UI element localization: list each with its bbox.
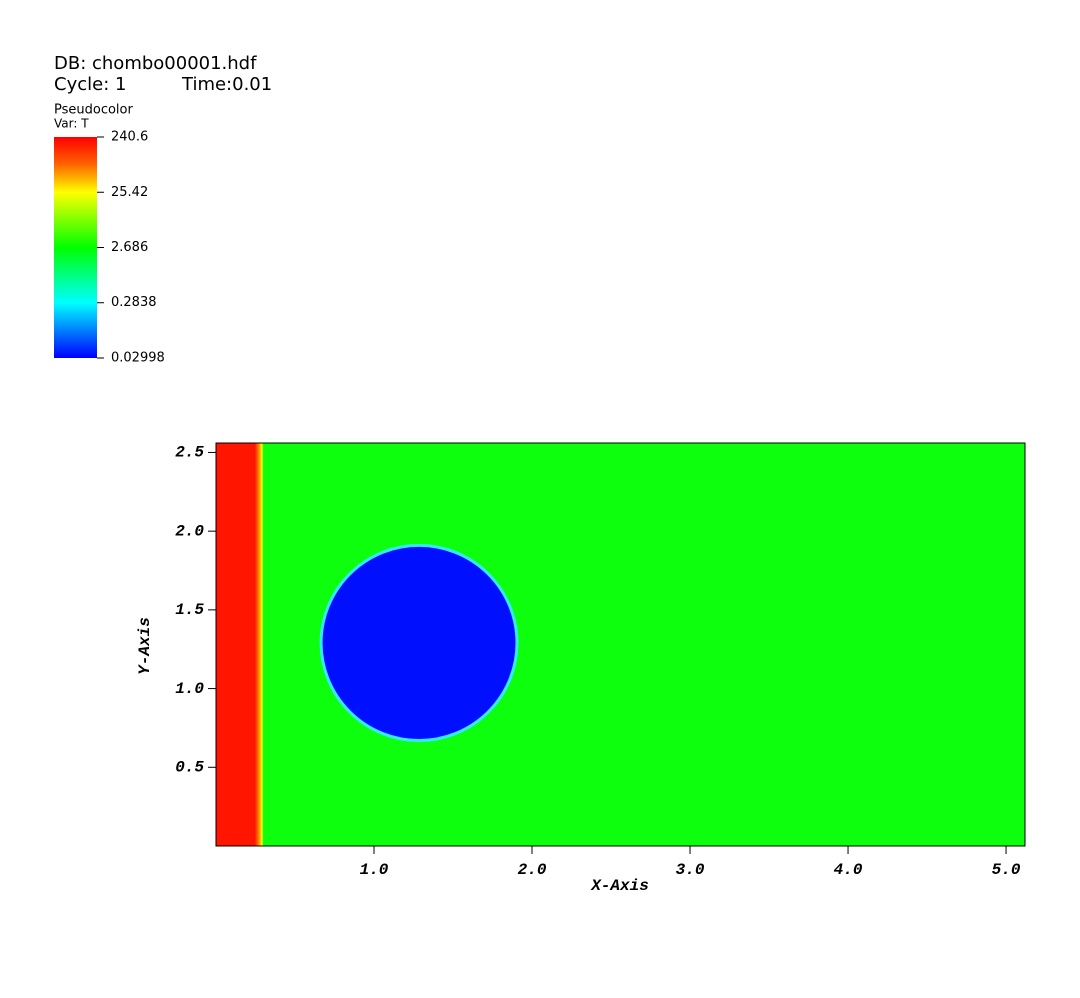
- x-tick-label: 4.0: [834, 861, 863, 879]
- cycle-label: Cycle: 1: [54, 74, 126, 95]
- circle-region: [319, 543, 519, 743]
- y-axis-label: Y-Axis: [136, 617, 154, 675]
- legend-tick-label: 240.6: [111, 130, 148, 145]
- y-tick-label: 1.0: [175, 680, 204, 698]
- legend-var: Var: T: [54, 117, 89, 131]
- x-tick-label: 2.0: [518, 861, 547, 879]
- legend-title: Pseudocolor: [54, 103, 133, 118]
- x-tick-label: 1.0: [360, 861, 389, 879]
- legend-tick-label: 0.2838: [111, 295, 157, 310]
- legend-tick-label: 2.686: [111, 240, 148, 255]
- y-tick-label: 2.5: [175, 444, 204, 462]
- plot-frame: [215, 442, 1026, 847]
- x-axis-label: X-Axis: [590, 877, 649, 895]
- time-label: Time:0.01: [181, 74, 272, 95]
- legend-tick-label: 0.02998: [111, 351, 165, 366]
- colorbar: [54, 137, 97, 358]
- y-tick-label: 1.5: [175, 601, 204, 619]
- x-tick-label: 5.0: [992, 861, 1021, 879]
- x-tick-label: 3.0: [676, 861, 705, 879]
- legend-tick-label: 25.42: [111, 185, 148, 200]
- y-tick-label: 0.5: [175, 759, 204, 777]
- db-label: DB: chombo00001.hdf: [54, 53, 257, 74]
- y-tick-label: 2.0: [175, 522, 204, 540]
- shock-front: [216, 443, 264, 846]
